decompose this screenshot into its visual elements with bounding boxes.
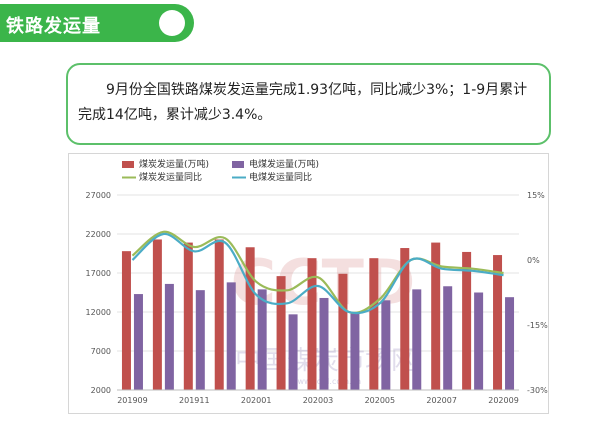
coal-bar [462,251,472,390]
summary-text: 9月份全国铁路煤炭发运量完成1.93亿吨，同比减少3%；1-9月累计完成14亿吨… [78,82,528,123]
power-bar [474,292,484,390]
power-bar [133,294,143,390]
x-tick-label: 202001 [241,396,272,405]
y-left-tick-label: 27000 [86,191,111,200]
coal-bar [121,251,131,390]
power-bar [505,297,515,390]
x-tick-label: 201909 [117,396,148,405]
y-right-tick-label: 0% [527,256,540,265]
coal-bar [400,248,410,390]
x-tick-label: 202009 [488,396,519,405]
power-bar [164,283,174,390]
y-right-tick-label: -15% [527,321,548,330]
coal-bar [245,247,255,390]
section-title: 铁路发运量 [6,16,101,37]
x-tick-label: 201911 [179,396,210,405]
power-bar [443,286,453,390]
chart-frame: 2000 7000 12000 17000 22000 27000 -30% -15% 0% 15… [68,153,549,414]
coal-bar [369,258,379,390]
y-right-tick-label: -30% [527,386,548,395]
legend-label: 煤炭发运量同比 [139,171,202,183]
power-bar [350,312,360,390]
y-left-tick-label: 2000 [91,386,111,395]
section-banner: 铁路发运量 [0,4,194,42]
y-left-tick-label: 7000 [91,347,111,356]
power-bar [381,300,391,390]
power-bar [288,314,298,390]
legend-label: 电煤发运量(万吨) [249,158,319,170]
y-left-tick-label: 17000 [86,269,111,278]
banner-circle-icon [159,10,185,36]
power-bar [412,289,422,390]
coal-bar [214,239,224,390]
coal-bar [493,255,503,390]
coal-bar [183,242,193,390]
coal-bar [307,258,317,390]
y-left-tick-label: 12000 [86,308,111,317]
rail-freight-chart: 2000 7000 12000 17000 22000 27000 -30% -15% 0% 15… [86,158,548,405]
coal-bar [338,273,348,390]
power-bar [319,297,329,390]
y-left-tick-label: 22000 [86,230,111,239]
legend-label: 煤炭发运量(万吨) [139,158,209,170]
legend-swatch [122,161,134,168]
legend-swatch [232,161,244,168]
summary-box: 9月份全国铁路煤炭发运量完成1.93亿吨，同比减少3%；1-9月累计完成14亿吨… [66,63,551,145]
x-tick-label: 202005 [365,396,396,405]
coal-bar [431,242,441,390]
coal-yoy-line [131,230,504,314]
power-bar [257,289,267,390]
power-bar [226,282,236,390]
x-tick-label: 202007 [426,396,457,405]
power-yoy-line [131,232,504,315]
coal-bar [276,276,286,390]
legend-label: 电煤发运量同比 [249,171,312,183]
y-right-tick-label: 15% [527,191,545,200]
power-bar [195,290,205,390]
x-tick-label: 202003 [303,396,334,405]
coal-bar [152,239,162,390]
